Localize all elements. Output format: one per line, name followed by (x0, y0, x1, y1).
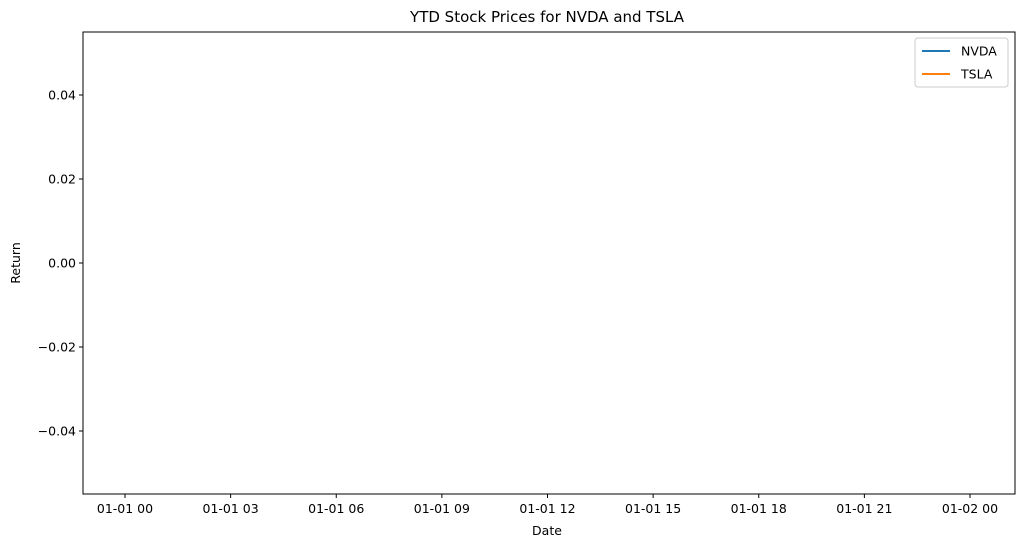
x-tick-label: 01-01 06 (308, 501, 364, 516)
x-tick-label: 01-01 21 (836, 501, 892, 516)
x-tick-label: 01-01 09 (414, 501, 470, 516)
legend: NVDA TSLA (914, 37, 1009, 88)
x-tick-label: 01-02 00 (942, 501, 998, 516)
x-axis-label: Date (532, 523, 562, 538)
y-axis: 0.04 0.02 0.00 −0.02 −0.04 (38, 88, 83, 439)
x-tick-label: 01-01 12 (519, 501, 575, 516)
x-tick-label: 01-01 15 (625, 501, 681, 516)
y-tick-label: 0.00 (48, 256, 76, 271)
chart-title: YTD Stock Prices for NVDA and TSLA (409, 8, 685, 26)
legend-label-tsla: TSLA (960, 67, 993, 82)
x-tick-label: 01-01 03 (203, 501, 259, 516)
x-tick-label: 01-01 18 (731, 501, 787, 516)
legend-label-nvda: NVDA (961, 44, 997, 59)
x-axis: 01-01 00 01-01 03 01-01 06 01-01 09 01-01 12… (97, 494, 998, 516)
y-tick-label: −0.04 (38, 424, 76, 439)
y-tick-label: 0.02 (48, 172, 76, 187)
y-tick-label: 0.04 (48, 88, 76, 103)
y-axis-label: Return (8, 242, 23, 283)
y-tick-label: −0.02 (38, 340, 76, 355)
x-tick-label: 01-01 00 (97, 501, 153, 516)
